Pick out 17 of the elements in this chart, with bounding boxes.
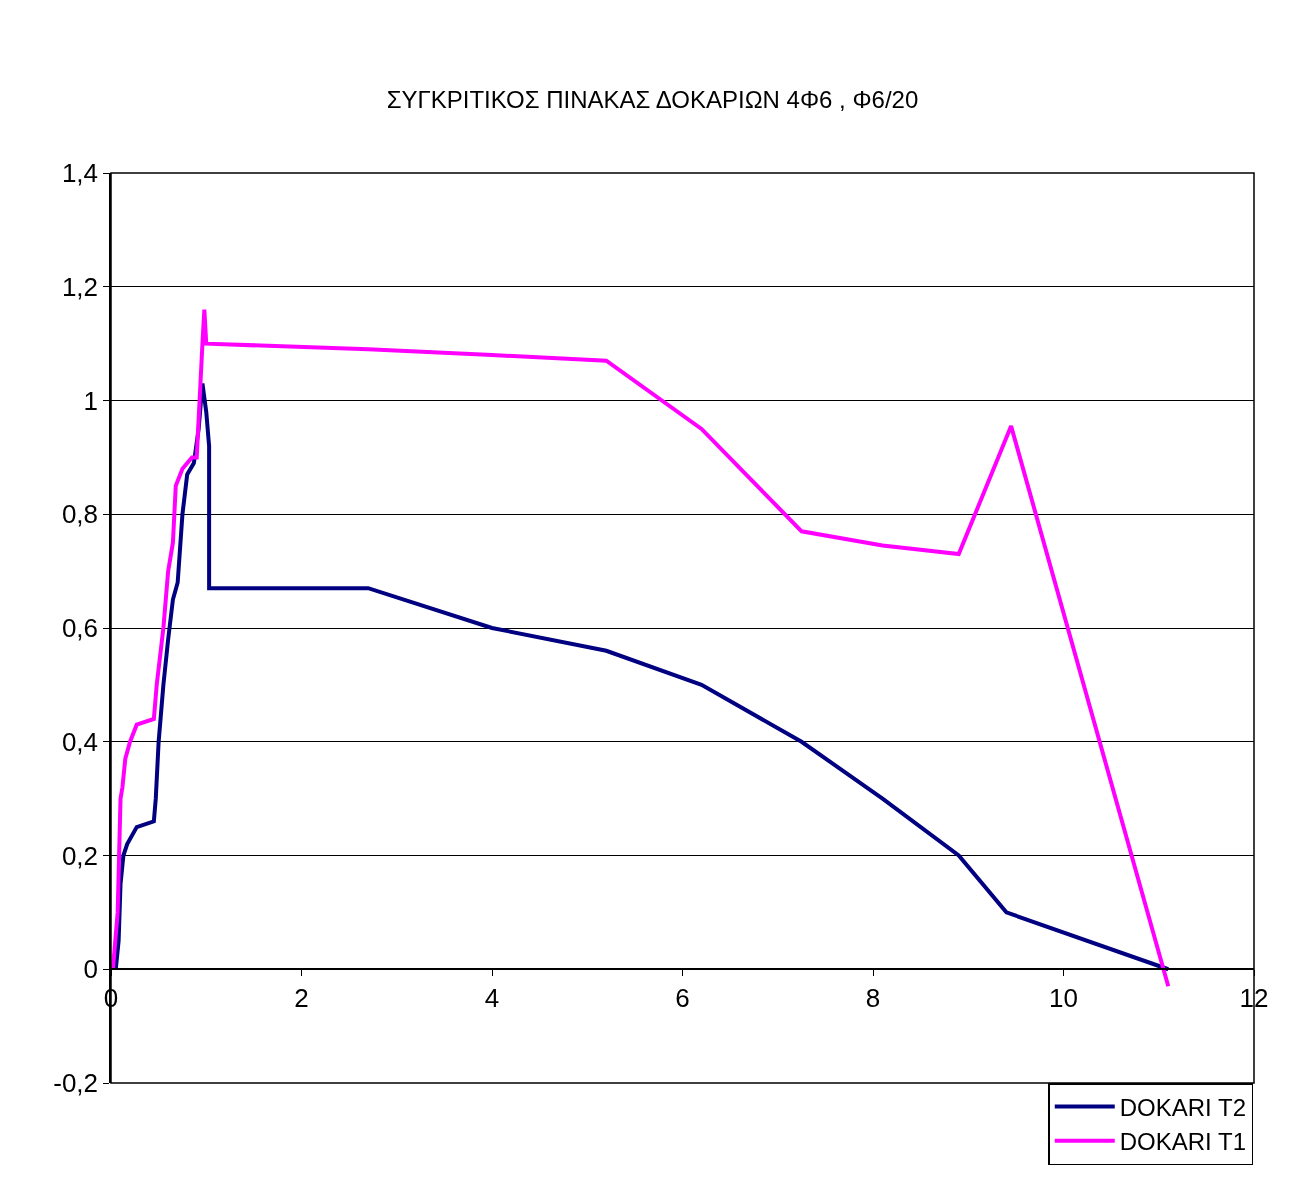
x-tick-label: 8	[865, 983, 881, 1014]
x-tick-label: 4	[484, 983, 500, 1014]
y-tick-label: 0,6	[61, 613, 99, 644]
x-tick-label: 10	[1049, 983, 1078, 1014]
y-tick-label: -0,2	[53, 1068, 99, 1099]
y-tick-label: 1	[83, 385, 99, 416]
y-tick-label: 1,2	[61, 271, 99, 302]
legend-label: DOKARI T1	[1119, 1128, 1247, 1156]
x-tick-label: 6	[675, 983, 690, 1014]
y-tick-label: 0	[83, 954, 99, 985]
legend-label: DOKARI T2	[1119, 1093, 1247, 1121]
y-tick-label: 0,4	[61, 726, 99, 757]
chart-title: ΣΥΓΚΡΙΤΙΚΟΣ ΠΙΝΑΚΑΣ ΔΟΚΑΡΙΩΝ 4Φ6 , Φ6/20	[386, 86, 919, 114]
x-tick-label: 2	[294, 983, 309, 1014]
y-tick-label: 1,4	[61, 158, 99, 189]
y-tick-label: 0,8	[61, 499, 99, 530]
y-tick-label: 0,2	[61, 840, 99, 871]
